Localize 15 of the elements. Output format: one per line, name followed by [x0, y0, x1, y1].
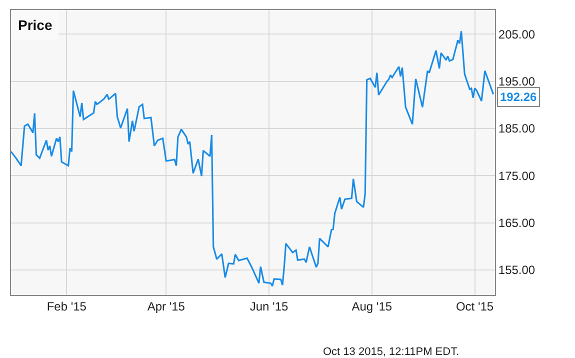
- x-tick-label: Jun '15: [250, 299, 288, 314]
- x-tick-label: Apr '15: [147, 299, 186, 314]
- y-tick-label: 205.00: [498, 27, 536, 42]
- y-tick-label: 165.00: [498, 216, 536, 230]
- y-tick-label: 155.00: [498, 263, 536, 278]
- y-tick-label: 175.00: [498, 168, 536, 183]
- line-series: [11, 30, 494, 287]
- x-tick-label: Oct '15: [456, 299, 494, 314]
- y-tick-label: 185.00: [498, 122, 536, 136]
- text: Oct 13 2015, 12:11PM EDT.: [323, 346, 460, 358]
- x-tick-label: Feb '15: [46, 299, 87, 314]
- annotation: 192.26: [500, 90, 538, 104]
- text: Price: [18, 17, 52, 33]
- x-tick-label: Aug '15: [352, 299, 392, 314]
- y-tick-label: 195.00: [498, 74, 536, 88]
